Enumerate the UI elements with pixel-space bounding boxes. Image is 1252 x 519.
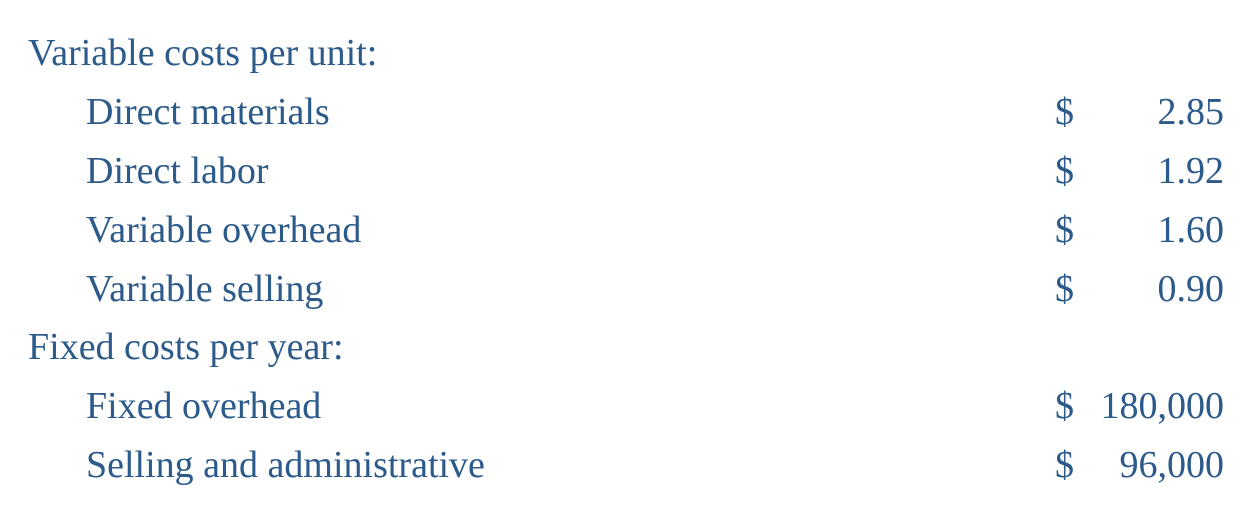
- currency-symbol: $: [1055, 83, 1074, 142]
- line-item-amount: 1.92: [1074, 142, 1224, 201]
- line-item-label: Fixed overhead: [28, 377, 321, 436]
- line-item-label: Direct materials: [28, 83, 330, 142]
- currency-symbol: $: [1055, 436, 1074, 495]
- line-item-label: Direct labor: [28, 142, 269, 201]
- variable-costs-heading: Variable costs per unit:: [28, 24, 377, 83]
- line-item-row: Variable overhead $ 1.60: [28, 201, 1224, 260]
- line-item-row: Fixed overhead $ 180,000: [28, 377, 1224, 436]
- line-item-amount: 0.90: [1074, 260, 1224, 319]
- variable-costs-heading-row: Variable costs per unit:: [28, 24, 1224, 83]
- line-item-label: Variable selling: [28, 260, 323, 319]
- line-item-row: Selling and administrative $ 96,000: [28, 436, 1224, 495]
- line-item-label: Selling and administrative: [28, 436, 485, 495]
- fixed-costs-heading: Fixed costs per year:: [28, 318, 344, 377]
- line-item-amount: 180,000: [1074, 377, 1224, 436]
- currency-symbol: $: [1055, 201, 1074, 260]
- line-item-amount: 1.60: [1074, 201, 1224, 260]
- fixed-costs-heading-row: Fixed costs per year:: [28, 318, 1224, 377]
- line-item-amount: 2.85: [1074, 83, 1224, 142]
- line-item-row: Variable selling $ 0.90: [28, 260, 1224, 319]
- currency-symbol: $: [1055, 142, 1074, 201]
- line-item-row: Direct labor $ 1.92: [28, 142, 1224, 201]
- line-item-label: Variable overhead: [28, 201, 361, 260]
- line-item-row: Direct materials $ 2.85: [28, 83, 1224, 142]
- line-item-amount: 96,000: [1074, 436, 1224, 495]
- currency-symbol: $: [1055, 260, 1074, 319]
- currency-symbol: $: [1055, 377, 1074, 436]
